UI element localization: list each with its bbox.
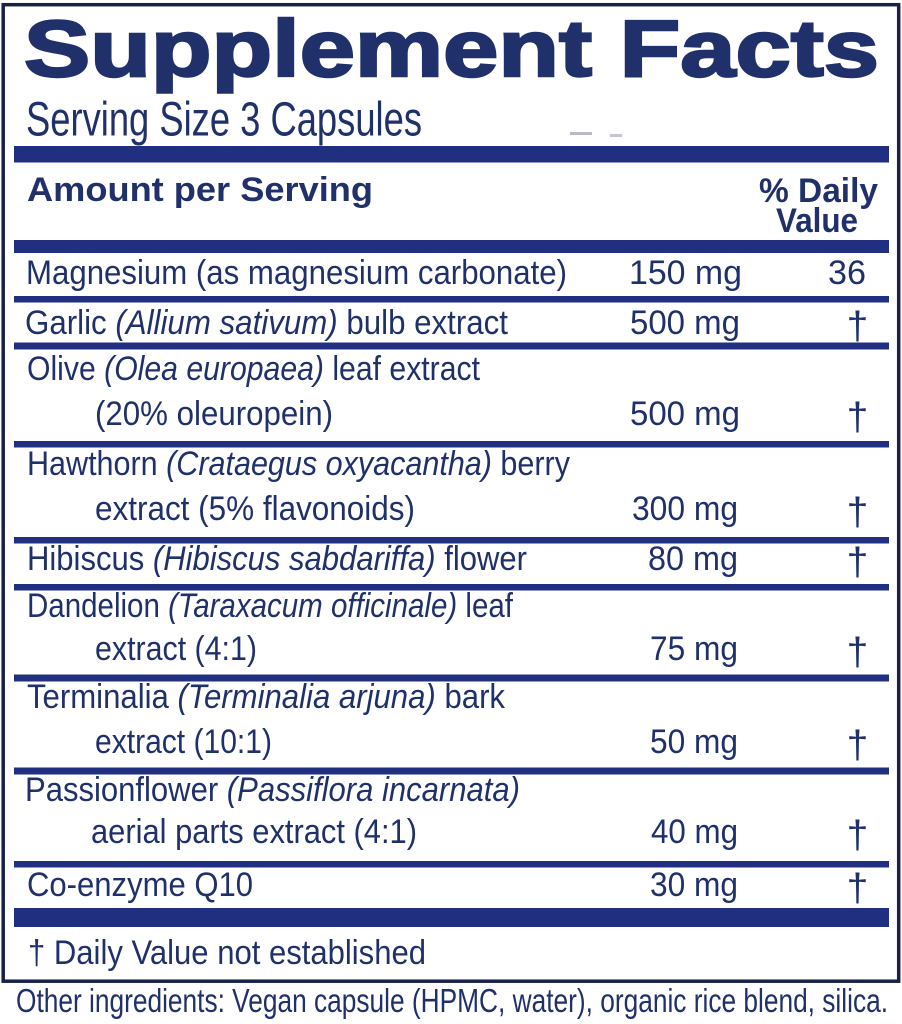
svg-text:†: †: [847, 491, 869, 534]
svg-text:Dandelion (Taraxacum officinal: Dandelion (Taraxacum officinale) leaf: [27, 587, 513, 625]
svg-text:30 mg: 30 mg: [650, 866, 738, 904]
svg-text:†: †: [847, 814, 869, 857]
svg-text:Supplement Facts: Supplement Facts: [24, 4, 879, 93]
svg-text:† Daily Value not established: † Daily Value not established: [28, 934, 426, 972]
svg-text:150 mg: 150 mg: [629, 254, 742, 292]
svg-text:Amount per Serving: Amount per Serving: [27, 171, 373, 209]
svg-text:Magnesium (as magnesium carbon: Magnesium (as magnesium carbonate): [26, 254, 567, 292]
svg-text:Serving Size 3 Capsules: Serving Size 3 Capsules: [26, 94, 422, 147]
svg-text:80 mg: 80 mg: [648, 540, 738, 578]
svg-text:36: 36: [828, 254, 866, 292]
svg-text:(20% oleuropein): (20% oleuropein): [95, 395, 333, 433]
svg-text:†: †: [847, 305, 869, 348]
svg-text:Terminalia (Terminalia arjuna): Terminalia (Terminalia arjuna) bark: [27, 678, 506, 716]
svg-text:†: †: [847, 631, 869, 674]
svg-text:Garlic (Allium sativum) bulb e: Garlic (Allium sativum) bulb extract: [25, 304, 508, 342]
svg-text:extract (5% flavonoids): extract (5% flavonoids): [95, 490, 415, 528]
svg-text:†: †: [847, 396, 869, 439]
svg-text:Value: Value: [776, 202, 858, 240]
svg-text:50 mg: 50 mg: [650, 723, 738, 761]
svg-text:Hawthorn (Crataegus oxyacantha: Hawthorn (Crataegus oxyacantha) berry: [27, 445, 570, 483]
svg-text:Hibiscus (Hibiscus sabdariffa): Hibiscus (Hibiscus sabdariffa) flower: [27, 540, 527, 578]
svg-text:extract (4:1): extract (4:1): [95, 630, 257, 668]
svg-text:500 mg: 500 mg: [630, 304, 740, 342]
svg-text:40 mg: 40 mg: [651, 813, 738, 851]
svg-text:extract (10:1): extract (10:1): [95, 723, 272, 761]
svg-text:†: †: [847, 541, 869, 584]
svg-text:Olive (Olea europaea) leaf ext: Olive (Olea europaea) leaf extract: [27, 350, 480, 388]
svg-text:75 mg: 75 mg: [650, 630, 738, 668]
svg-text:Other ingredients: Vegan capsu: Other ingredients: Vegan capsule (HPMC, …: [16, 982, 888, 1019]
svg-text:500 mg: 500 mg: [630, 395, 740, 433]
svg-text:Co-enzyme Q10: Co-enzyme Q10: [27, 866, 253, 904]
svg-text:300 mg: 300 mg: [632, 490, 738, 528]
svg-text:†: †: [847, 867, 869, 910]
svg-text:aerial parts extract (4:1): aerial parts extract (4:1): [91, 813, 417, 851]
svg-text:Passionflower (Passiflora inca: Passionflower (Passiflora incarnata): [25, 771, 520, 809]
svg-text:% Daily: % Daily: [759, 172, 878, 210]
svg-text:†: †: [847, 724, 869, 767]
